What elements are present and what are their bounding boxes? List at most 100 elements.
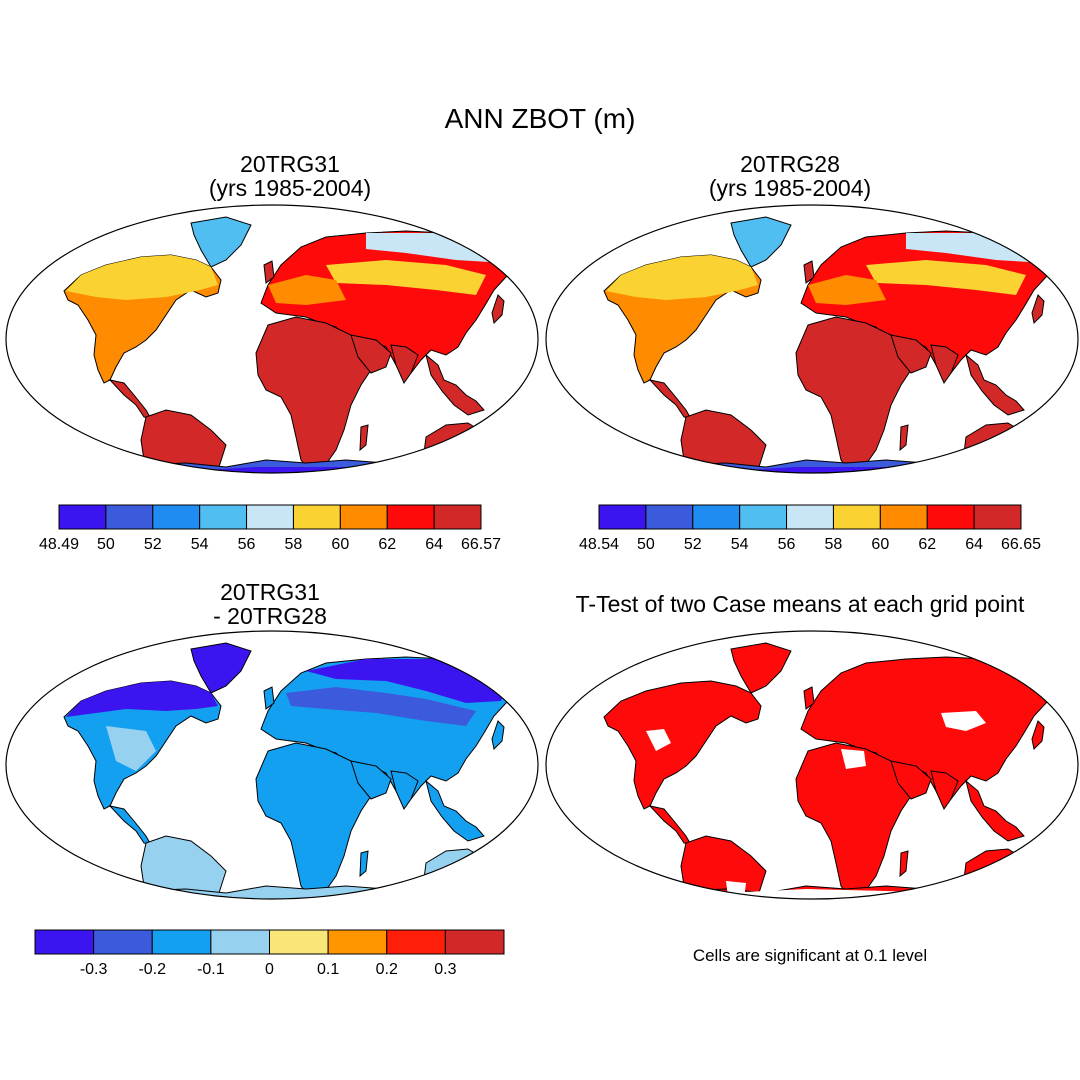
colorbar-swatch [151, 929, 212, 955]
canada-high-lat [66, 255, 218, 300]
eurasia-mid [286, 687, 476, 726]
colorbar-tick-label: 56 [238, 536, 256, 553]
colorbar-tick-label: 62 [918, 536, 936, 553]
colorbar-tick-label: -0.1 [197, 961, 225, 978]
colorbar-swatch [327, 929, 388, 955]
colorbar-tick-label: 0.2 [376, 961, 398, 978]
aus-yellow [474, 874, 480, 884]
colorbar-swatch [444, 929, 505, 955]
patagonia [163, 525, 174, 567]
colorbar-swatch [339, 504, 388, 530]
colorbar-swatch [34, 929, 95, 955]
na-mid [106, 726, 156, 771]
colorbar-swatch [105, 504, 154, 530]
asia-nonsig [941, 711, 986, 731]
colorbar-tick-label: 52 [144, 536, 162, 553]
colorbar-tick-label: 60 [331, 536, 349, 553]
central-asia [326, 260, 486, 295]
panel-title-case1: 20TRG31 (yrs 1985-2004) [40, 152, 540, 200]
map-frame [545, 204, 1079, 474]
colorbar-swatch [739, 504, 788, 530]
nz-land [1043, 895, 1055, 899]
colorbar-tick-label: -0.3 [80, 961, 108, 978]
antarctic-interior [696, 467, 976, 473]
colorbar-tick-label: 48.54 [579, 536, 619, 553]
colorbar-tick-label: 54 [731, 536, 749, 553]
colorbar-tick-label: 60 [871, 536, 889, 553]
colorbar-tick-label: 0 [265, 961, 274, 978]
colorbar-swatch [926, 504, 975, 530]
panel-title-case1-line1: 20TRG31 [240, 151, 340, 177]
sa-nonsig [726, 881, 746, 899]
colorbar-swatch [93, 929, 153, 955]
colorbar-tick-label: 62 [378, 536, 396, 553]
panel-title-difference: 20TRG31 - 20TRG28 [20, 580, 520, 628]
arctic-na [66, 681, 218, 717]
colorbar-case1: 48.49 50 52 54 56 58 60 62 64 66.57 [39, 504, 501, 553]
colorbar-tick-label: 66.57 [461, 536, 501, 553]
panel-title-difference-line2: - 20TRG28 [213, 603, 327, 629]
rockies [638, 315, 656, 365]
australia-land [423, 848, 497, 899]
europe-band [268, 275, 346, 305]
colorbar-swatch [199, 504, 248, 530]
colorbar-swatch [973, 504, 1022, 530]
colorbar-swatch [386, 929, 446, 955]
colorbar-tick-label: 0.1 [317, 961, 339, 978]
nz-land [503, 469, 515, 473]
patagonia [703, 525, 714, 567]
colorbar-swatch [58, 504, 107, 530]
colorbar-tick-label: 56 [778, 536, 796, 553]
map-frame [5, 630, 539, 900]
colorbar-tick-label: 66.65 [1001, 536, 1041, 553]
panel-title-difference-line1: 20TRG31 [220, 579, 320, 605]
map-panel-difference [5, 630, 539, 900]
colorbar-tick-label: 54 [191, 536, 209, 553]
panel-title-case2: 20TRG28 (yrs 1985-2004) [540, 152, 1040, 200]
colorbar-tick-label: 0.3 [434, 961, 456, 978]
australia-land [963, 848, 1037, 899]
australia-land [963, 422, 1037, 473]
europe-band [808, 275, 886, 305]
figure-title: ANN ZBOT (m) [444, 103, 636, 134]
colorbar-swatch [786, 504, 834, 530]
colorbar-swatch [598, 504, 647, 530]
antarctica-land [95, 882, 477, 899]
colorbar-swatch [152, 504, 201, 530]
australia-land [423, 422, 497, 473]
map-frame [545, 630, 1079, 900]
map-panel-case1 [5, 204, 539, 567]
panel-title-case1-line2: (yrs 1985-2004) [208, 175, 372, 201]
colorbar-tick-label: 52 [684, 536, 702, 553]
map-frame [5, 204, 539, 474]
colorbar-tick-label: -0.2 [138, 961, 166, 978]
nz-land [503, 895, 515, 899]
colorbar-tick-label: 64 [965, 536, 983, 553]
colorbar-swatch [292, 504, 341, 530]
colorbar-swatch [386, 504, 435, 530]
antarctic-coast [641, 467, 696, 473]
rockies [98, 315, 116, 365]
antarctic-coast [101, 467, 156, 473]
colorbar-swatch [645, 504, 694, 530]
antarctic-interior [156, 467, 436, 473]
panel-title-ttest: T-Test of two Case means at each grid po… [575, 591, 1025, 617]
colorbar-tick-label: 64 [425, 536, 443, 553]
colorbar-swatch [879, 504, 928, 530]
colorbar-case2: 48.54 50 52 54 56 58 60 62 64 66.65 [579, 504, 1041, 553]
central-asia [866, 260, 1026, 295]
colorbar-tick-label: 48.49 [39, 536, 79, 553]
map-panel-case2 [545, 204, 1079, 567]
antarctic-lighter [146, 893, 166, 899]
south-america-land [680, 835, 767, 899]
colorbar-tick-label: 50 [637, 536, 655, 553]
colorbar-tick-label: 50 [97, 536, 115, 553]
colorbar-tick-label: 58 [285, 536, 303, 553]
panel-title-case2-line2: (yrs 1985-2004) [708, 175, 872, 201]
colorbar-difference: -0.3 -0.2 -0.1 0 0.1 0.2 0.3 [34, 929, 505, 978]
colorbar-swatch [692, 504, 741, 530]
colorbar-swatch [832, 504, 881, 530]
canada-high-lat [606, 255, 758, 300]
panel-title-case2-line1: 20TRG28 [740, 151, 840, 177]
